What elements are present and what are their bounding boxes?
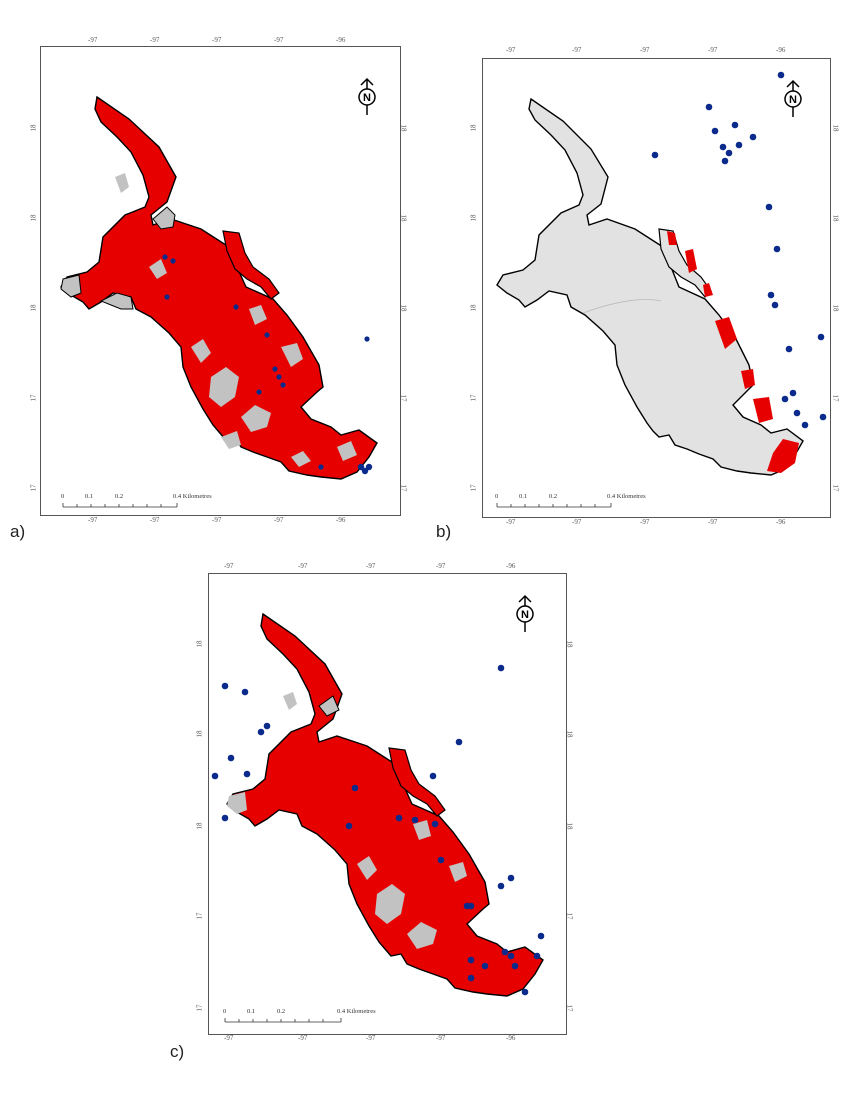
tick-left-a-5: 17 [29,484,38,492]
scale-label-0: 0 [61,493,65,500]
map-panel-b: 0 0.1 0.2 0.4 Kilometres N [482,58,831,518]
tick-top-a-2: -97 [150,36,160,44]
tick-top-a-3: -97 [212,36,222,44]
tick-bottom-c-1: -97 [224,1034,234,1042]
tick-top-b-5: -96 [776,46,786,54]
tick-top-b-4: -97 [708,46,718,54]
tick-bottom-b-4: -97 [708,518,718,526]
tick-top-c-2: -97 [298,562,308,570]
tick-left-a-3: 18 [29,304,38,312]
tick-right-b-2: 18 [831,214,840,222]
tick-top-a-1: -97 [88,36,98,44]
tick-top-a-5: -96 [336,36,346,44]
tick-bottom-b-5: -96 [776,518,786,526]
study-area-shape [496,97,804,476]
tick-right-a-4: 17 [399,394,408,402]
scale-label-2: 0.2 [277,1008,286,1015]
tick-right-b-1: 18 [831,124,840,132]
tick-left-c-5: 17 [195,1004,204,1012]
tick-left-b-3: 18 [469,304,478,312]
tick-bottom-a-3: -97 [212,516,222,524]
tick-right-c-4: 17 [565,912,574,920]
tick-bottom-a-4: -97 [274,516,284,524]
tick-bottom-c-4: -97 [436,1034,446,1042]
scale-label-1: 0.1 [519,493,528,500]
occurrence-points [162,254,373,475]
scale-label-3: 0.4 Kilometres [173,493,212,500]
scale-label-2: 0.2 [549,493,558,500]
tick-bottom-a-1: -97 [88,516,98,524]
tick-left-c-2: 18 [195,730,204,738]
tick-right-a-2: 18 [399,214,408,222]
scale-bar [496,503,612,508]
scale-label-2: 0.2 [115,493,124,500]
scale-label-1: 0.1 [85,493,94,500]
tick-right-b-4: 17 [831,394,840,402]
tick-left-a-2: 18 [29,214,38,222]
map-c-canvas [211,612,545,1023]
tick-right-c-3: 18 [565,822,574,830]
tick-left-b-1: 18 [469,124,478,132]
tick-bottom-c-3: -97 [366,1034,376,1042]
north-label: N [789,94,797,106]
tick-left-a-4: 17 [29,394,38,402]
panel-label-a: a) [10,522,26,541]
tick-right-a-1: 18 [399,124,408,132]
map-panel-c: 0 0.1 0.2 0.4 Kilometres N [208,573,567,1035]
occurrence-points [211,664,545,996]
study-area-shape [60,95,378,480]
tick-right-a-5: 17 [399,484,408,492]
tick-top-b-2: -97 [572,46,582,54]
tick-bottom-c-2: -97 [298,1034,308,1042]
panel-label-b: b) [436,522,452,541]
tick-bottom-c-5: -96 [506,1034,516,1042]
tick-bottom-b-2: -97 [572,518,582,526]
tick-top-c-4: -97 [436,562,446,570]
tick-right-c-1: 18 [565,640,574,648]
map-a-canvas [60,95,378,508]
tick-top-a-4: -97 [274,36,284,44]
tick-left-b-4: 17 [469,394,478,402]
tick-left-b-2: 18 [469,214,478,222]
study-area-shape [226,612,544,997]
tick-right-b-5: 17 [831,484,840,492]
tick-bottom-a-5: -96 [336,516,346,524]
scale-label-3: 0.4 Kilometres [337,1008,376,1015]
scale-label-3: 0.4 Kilometres [607,493,646,500]
tick-right-c-2: 18 [565,730,574,738]
tick-left-c-4: 17 [195,912,204,920]
scale-bar [224,1018,342,1023]
map-panel-a: 0 0.1 0.2 0.4 Kilometres N [40,46,401,516]
north-label: N [363,92,371,104]
tick-bottom-b-3: -97 [640,518,650,526]
scale-label-0: 0 [495,493,499,500]
tick-top-b-1: -97 [506,46,516,54]
map-b-canvas [496,71,827,508]
scale-label-1: 0.1 [247,1008,256,1015]
tick-top-b-3: -97 [640,46,650,54]
occurrence-points [651,71,827,429]
tick-left-a-1: 18 [29,124,38,132]
tick-bottom-a-2: -97 [150,516,160,524]
tick-left-c-1: 18 [195,640,204,648]
panel-label-c: c) [170,1042,185,1061]
tick-top-c-1: -97 [224,562,234,570]
tick-right-c-5: 17 [565,1004,574,1012]
north-label: N [521,609,529,621]
tick-bottom-b-1: -97 [506,518,516,526]
tick-left-b-5: 17 [469,484,478,492]
scale-label-0: 0 [223,1008,227,1015]
tick-right-b-3: 18 [831,304,840,312]
scale-bar [62,503,178,508]
tick-top-c-5: -96 [506,562,516,570]
tick-left-c-3: 18 [195,822,204,830]
tick-top-c-3: -97 [366,562,376,570]
tick-right-a-3: 18 [399,304,408,312]
